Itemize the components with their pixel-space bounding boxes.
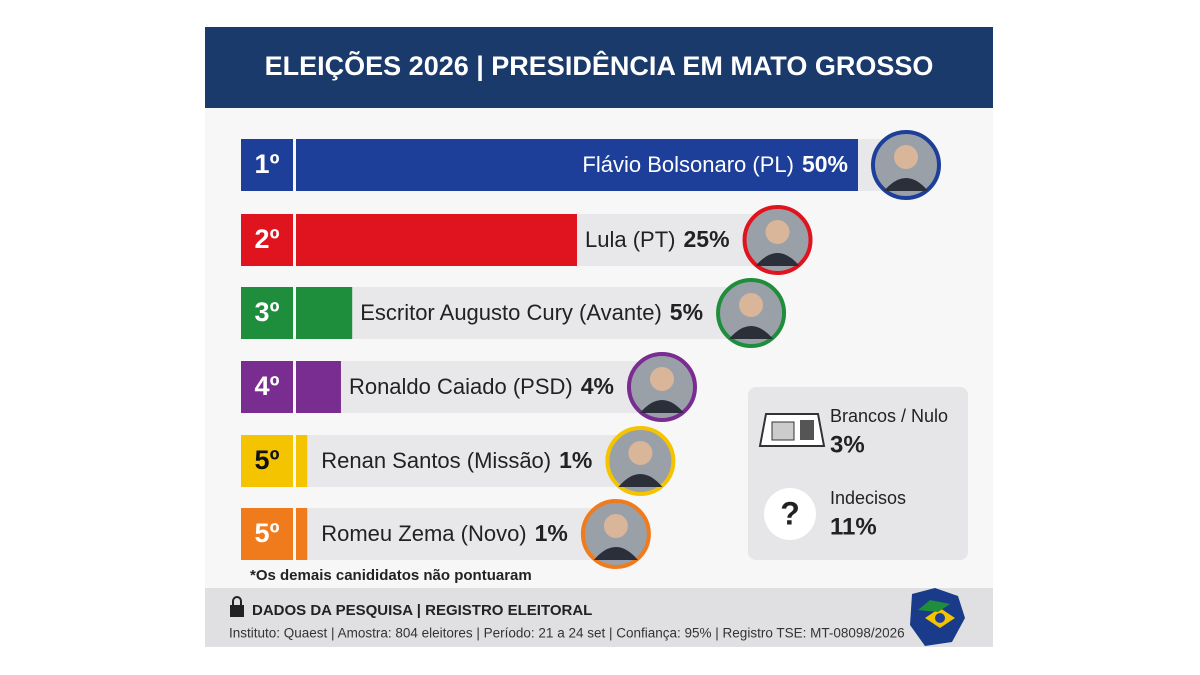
ballot-box-icon: [758, 413, 826, 447]
photo-head: [894, 145, 918, 169]
bar: [296, 508, 308, 560]
map-icon: [910, 588, 965, 646]
candidate-name: Renan Santos (Missão): [321, 448, 551, 473]
photo-head: [603, 514, 628, 538]
rank-label: 2º: [255, 224, 280, 254]
candidate-name: Ronaldo Caiado (PSD): [349, 374, 573, 399]
question-icon: ?: [764, 488, 816, 540]
rank-box: [241, 508, 293, 560]
rank-box: [241, 435, 293, 487]
value-label: 4%: [581, 373, 614, 399]
bar: [296, 139, 858, 191]
rank-box: [241, 287, 293, 339]
bar-track: [296, 287, 752, 339]
bar-track: [296, 508, 616, 560]
chart-title: ELEIÇÕES 2026 | PRESIDÊNCIA EM MATO GROS…: [265, 50, 934, 81]
side-label: Indecisos: [830, 488, 906, 508]
value-label: 1%: [535, 520, 568, 546]
note: *Os demais canididatos não pontuaram: [250, 567, 532, 584]
photo-body: [593, 547, 638, 560]
bar: [296, 435, 308, 487]
rank-box: [241, 214, 293, 266]
bar-track: [296, 435, 641, 487]
value-label: 5%: [670, 299, 703, 325]
candidate-name: Romeu Zema (Novo): [321, 521, 526, 546]
rank-box: [241, 139, 293, 191]
photo-body: [639, 400, 684, 413]
rank-label: 5º: [255, 518, 280, 548]
side-label: Brancos / Nulo: [830, 406, 948, 426]
rank-label: 4º: [255, 371, 280, 401]
photo-head: [649, 367, 674, 391]
photo-head: [628, 441, 653, 465]
photo-body: [618, 474, 663, 487]
bar: [296, 214, 577, 266]
value-label: 25%: [683, 226, 729, 252]
rank-box: [241, 361, 293, 413]
candidate-name: Flávio Bolsonaro (PL): [582, 152, 794, 177]
photo-body: [755, 253, 800, 266]
photo-body: [884, 178, 928, 191]
svg-text:?: ?: [780, 495, 800, 531]
lock-icon: [230, 596, 244, 617]
rank-label: 1º: [255, 149, 280, 179]
candidate-name: Lula (PT): [585, 227, 675, 252]
side-value: 11%: [830, 513, 877, 540]
footer: [205, 588, 993, 647]
photo-head: [739, 293, 764, 317]
footer-heading: DADOS DA PESQUISA | REGISTRO ELEITORAL: [252, 602, 592, 619]
bar: [296, 361, 341, 413]
bar: [296, 287, 353, 339]
rank-label: 5º: [255, 445, 280, 475]
value-label: 1%: [559, 447, 592, 473]
photo-head: [765, 220, 790, 244]
bar-track: [296, 361, 662, 413]
candidate-name: Escritor Augusto Cury (Avante): [360, 300, 662, 325]
photo-body: [729, 326, 774, 339]
value-label: 50%: [802, 151, 848, 177]
side-value: 3%: [830, 431, 865, 458]
header: [205, 27, 993, 108]
footer-details: Instituto: Quaest | Amostra: 804 eleitor…: [229, 626, 905, 641]
rank-label: 3º: [255, 297, 280, 327]
